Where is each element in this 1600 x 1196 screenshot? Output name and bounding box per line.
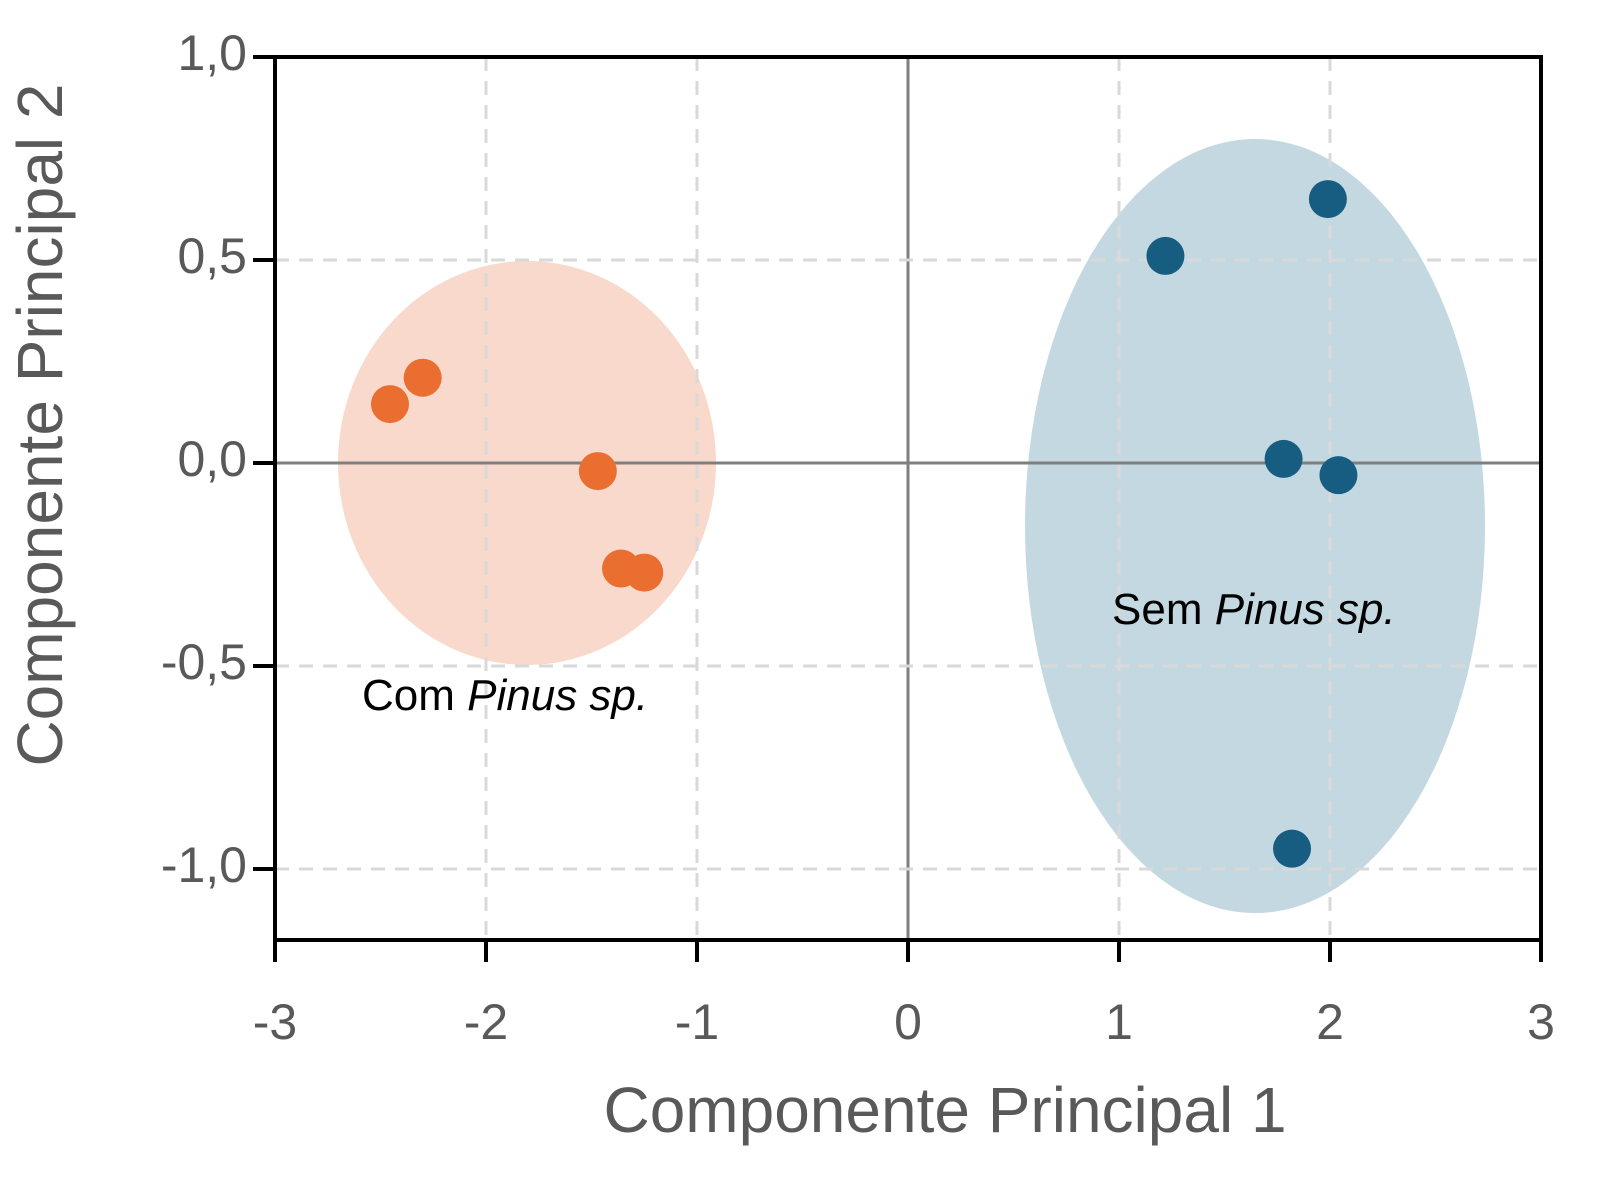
point [1146, 236, 1185, 275]
y-tick-label: 0,5 [177, 228, 247, 284]
point [370, 385, 409, 424]
y-tick-label: -1,0 [161, 837, 247, 893]
annotation: Com Pinus sp. [362, 671, 648, 720]
x-tick-label: 3 [1527, 994, 1555, 1050]
annotation-italic: Pinus sp. [467, 671, 648, 720]
point [578, 452, 617, 491]
y-tick-label: 1,0 [177, 25, 247, 81]
y-axis-title: Componente Principal 2 [4, 83, 76, 766]
group-ellipse [1025, 139, 1485, 913]
y-tick-label: -0,5 [161, 634, 247, 690]
point [1308, 180, 1347, 219]
x-tick-label: -2 [464, 994, 508, 1050]
annotation-text: Com [362, 671, 455, 720]
point [1273, 829, 1312, 868]
x-tick-label: -1 [675, 994, 719, 1050]
x-tick-label: -3 [253, 994, 297, 1050]
point [625, 553, 664, 592]
point [1264, 439, 1303, 478]
x-axis-title: Componente Principal 1 [603, 1074, 1286, 1146]
point [1319, 456, 1358, 495]
annotation-text: Sem [1112, 585, 1202, 634]
annotation-italic: Pinus sp. [1215, 585, 1396, 634]
x-tick-label: 0 [894, 994, 922, 1050]
x-tick-label: 2 [1316, 994, 1344, 1050]
annotation: Sem Pinus sp. [1112, 585, 1396, 634]
points [370, 180, 1358, 868]
x-tick-label: 1 [1105, 994, 1133, 1050]
y-tick-label: 0,0 [177, 431, 247, 487]
point [403, 358, 442, 397]
